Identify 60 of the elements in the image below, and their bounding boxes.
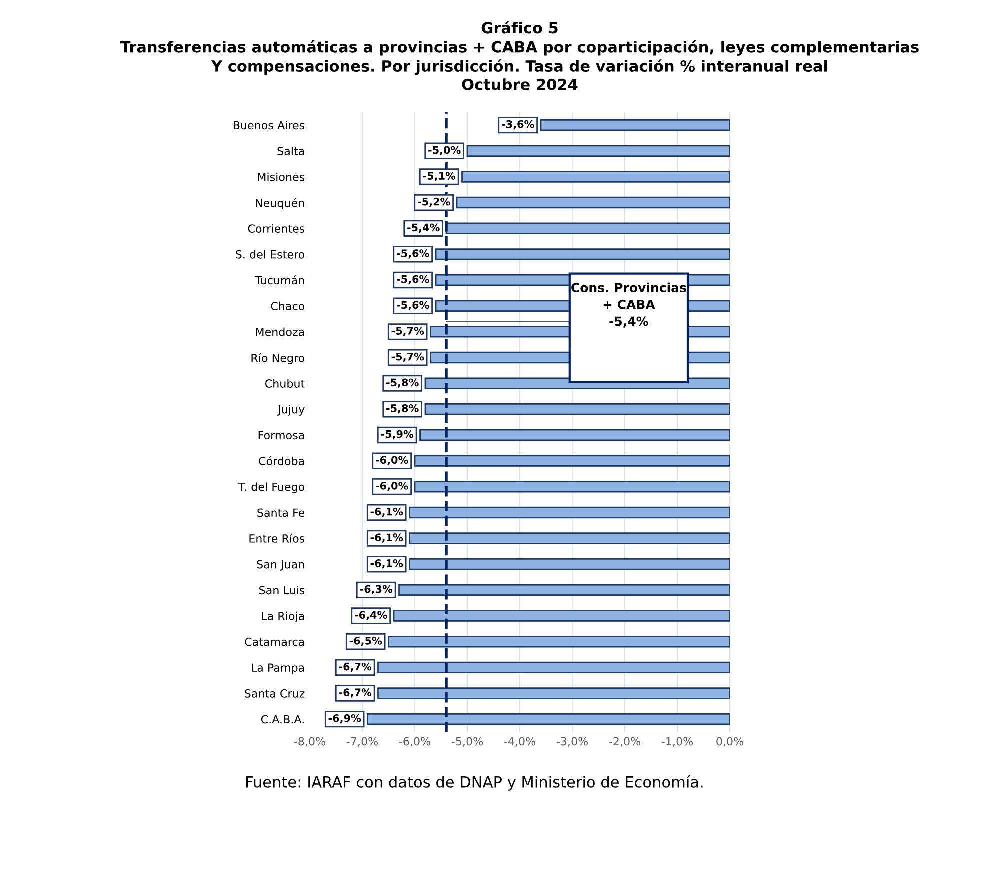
y-tick-label: Mendoza (256, 328, 304, 336)
source-note: Fuente: IARAF con datos de DNAP y Ministerio de Economía. (246, 775, 703, 791)
y-tick-label: Corrientes (248, 224, 305, 233)
data-label: -5,9% (381, 430, 414, 440)
data-label: -3,6% (502, 120, 534, 130)
data-label: -6,1% (370, 508, 404, 518)
y-tick-label: S. del Estero (236, 250, 305, 259)
y-tick-label: Entre Ríos (250, 534, 305, 543)
y-tick-label: C.A.B.A. (261, 715, 304, 724)
y-tick-label: T. del Fuego (238, 482, 305, 494)
y-tick-label: San Juan (257, 560, 304, 571)
y-tick-label: Tucumán (255, 276, 304, 285)
data-label: -5,6% (397, 275, 430, 285)
x-tick-label: -5,0% (452, 737, 484, 747)
data-label: -5,0% (428, 146, 461, 156)
data-label: -5,2% (418, 198, 450, 208)
y-tick-label: Jujuy (278, 405, 305, 416)
data-label: -5,7% (392, 352, 424, 362)
y-tick-label: Buenos Aires (234, 121, 305, 130)
x-tick-label: -3,0% (556, 737, 588, 747)
x-tick-label: -7,0% (346, 737, 378, 747)
data-label: -6,5% (350, 637, 382, 646)
y-tick-label: Santa Fe (258, 508, 305, 518)
x-tick-label: -1,0% (662, 737, 694, 747)
x-tick-label: -2,0% (609, 737, 641, 747)
y-tick-label: Chubut (265, 379, 305, 388)
data-label: -5,4% (408, 224, 440, 233)
data-label: -5,8% (386, 404, 419, 414)
data-label: -6,1% (370, 534, 404, 543)
y-tick-label: Chaco (271, 302, 305, 310)
y-tick-label: Santa Cruz (245, 689, 305, 698)
y-tick-label: La Pampa (252, 664, 304, 674)
chart-title: Gráfico 5 Transferencias automáticas a provincias + CABA por coparticipación, leyes complementarias Y compensaciones. Por jurisdicción. Tasa de variación % interanual real Octubre 2024 (120, 21, 919, 90)
data-label: -5,6% (397, 250, 430, 259)
y-tick-label: La Rioja (262, 612, 304, 623)
x-tick-label: -4,0% (504, 737, 536, 747)
y-tick-label: Formosa (258, 431, 304, 440)
data-label: -5,7% (392, 327, 424, 336)
data-label: -6,0% (376, 482, 408, 492)
data-label: -6,4% (355, 611, 388, 620)
y-tick-label: Misiones (258, 172, 305, 182)
data-label: -6,9% (328, 714, 362, 724)
data-label: -5,8% (386, 378, 419, 388)
data-label: -5,1% (423, 172, 456, 182)
data-label: -6,0% (376, 456, 408, 466)
y-tick-label: Río Negro (252, 353, 305, 365)
x-tick-label: -6,0% (399, 737, 431, 747)
data-label: -6,1% (370, 560, 404, 569)
y-tick-label: Catamarca (245, 638, 304, 646)
y-tick-label: Córdoba (259, 456, 304, 466)
x-tick-label: -8,0% (294, 737, 326, 747)
y-tick-label: Salta (278, 146, 304, 156)
annotation: Cons. Provincias + CABA -5,4% (572, 282, 686, 328)
data-label: -5,6% (397, 301, 430, 310)
data-label: -6,7% (339, 688, 372, 698)
data-label: -6,3% (360, 585, 393, 595)
y-tick-label: Neuquén (256, 198, 304, 210)
data-label: -6,7% (339, 662, 372, 672)
x-tick-label: 0,0% (716, 737, 744, 747)
y-tick-label: San Luis (260, 586, 305, 595)
